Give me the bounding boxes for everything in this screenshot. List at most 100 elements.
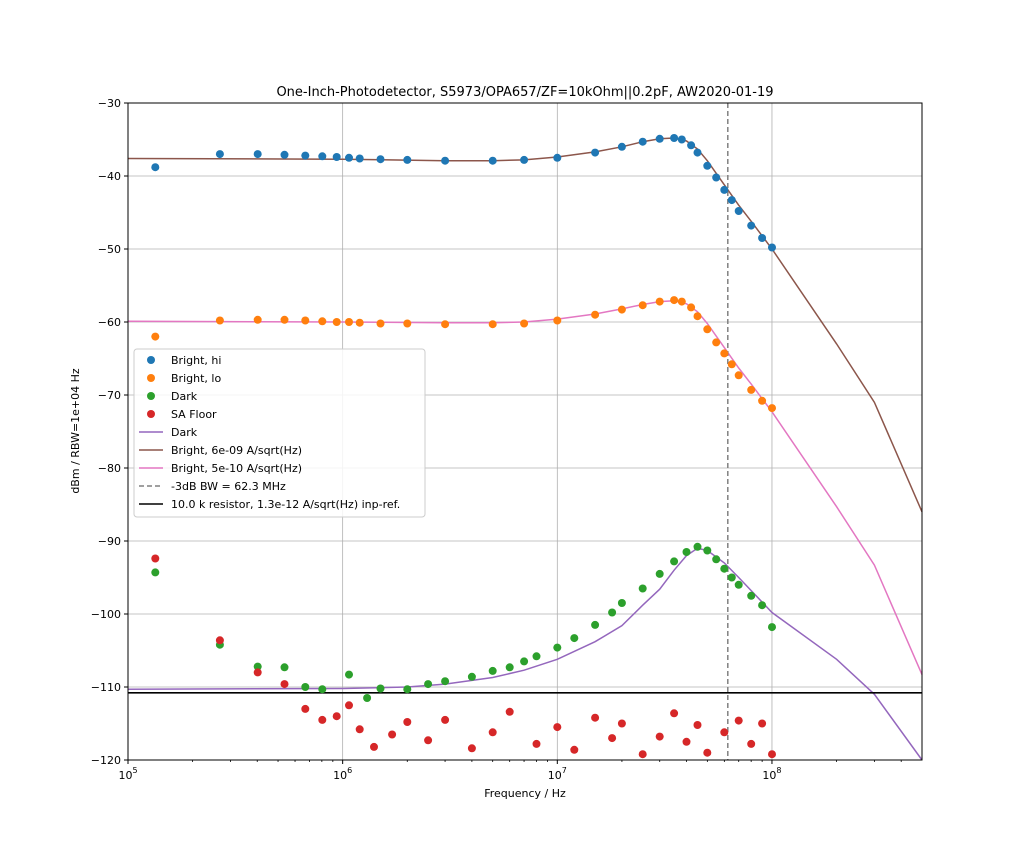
y-tick-label: −50 (98, 243, 121, 256)
dark-point (280, 663, 289, 672)
bright-hi-point (687, 141, 696, 150)
dark-point (376, 684, 385, 693)
bright-lo-point (638, 301, 647, 310)
dark-point (727, 573, 736, 582)
dark-point (532, 652, 541, 661)
dark-point (301, 683, 310, 691)
sa-floor-point (151, 554, 160, 563)
legend-label: Dark (171, 426, 198, 439)
dark-point (747, 591, 756, 600)
sa-floor-point (591, 713, 600, 722)
dark-point (520, 657, 529, 666)
bright-hi-point (332, 153, 341, 161)
legend-label: -3dB BW = 62.3 MHz (171, 480, 286, 493)
x-tick-label: 108 (762, 766, 781, 782)
legend-label: 10.0 k resistor, 1.3e-12 A/sqrt(Hz) inp-… (171, 498, 400, 511)
bright-lo-point (727, 360, 736, 369)
bright-lo-point (712, 338, 721, 347)
bright-lo-point (520, 319, 529, 328)
dark-point (505, 663, 514, 672)
dark-point (768, 623, 776, 632)
sa-floor-point (720, 728, 729, 737)
bright-lo-point (403, 319, 412, 328)
dark-point (488, 666, 497, 675)
bright-hi-point (520, 155, 529, 164)
bright-hi-point (617, 142, 626, 151)
legend-label: Bright, 6e-09 A/sqrt(Hz) (171, 444, 302, 457)
bright-hi-point (655, 134, 664, 143)
bright-lo-point (591, 310, 600, 319)
sa-floor-point (215, 636, 224, 645)
bright-hi-point (280, 150, 289, 159)
bright-hi-point (768, 243, 776, 252)
sa-floor-point (301, 704, 310, 713)
sa-floor-point (747, 739, 756, 748)
dark-point (638, 584, 647, 593)
dark-point (467, 672, 476, 681)
bright-lo-point (151, 332, 160, 341)
x-axis-title: Frequency / Hz (484, 787, 566, 800)
bright-lo-point (734, 371, 743, 380)
plot-frame (127, 102, 923, 761)
bright-lo-point (332, 318, 341, 326)
bright-lo-point (441, 320, 450, 329)
bright-hi-point (720, 185, 729, 194)
bright-hi-point (151, 163, 160, 172)
bright-hi-point (376, 155, 385, 164)
bright-lo-point (280, 315, 289, 324)
bright-hi-point (638, 137, 647, 146)
dark-point (318, 685, 327, 694)
sa-floor-point (403, 718, 412, 726)
bright-hi-point (591, 148, 600, 157)
bright-hi-point (403, 155, 412, 164)
bright-hi-point (215, 150, 224, 159)
sa-floor-point (768, 750, 776, 759)
x-tick-label-exponent: 6 (347, 766, 352, 775)
dark-point (441, 677, 450, 686)
bright-hi-point (734, 207, 743, 215)
sa-floor-point (608, 734, 617, 743)
bright-lo-point (720, 349, 729, 358)
legend-label: Dark (171, 390, 198, 403)
sa-floor-point (467, 744, 476, 753)
legend-label: SA Floor (171, 408, 217, 421)
x-tick-label-base: 10 (762, 769, 776, 782)
bright-lo-point (488, 320, 497, 329)
bright-hi-point (553, 153, 562, 162)
dark-point (734, 580, 743, 589)
dark-point (682, 548, 691, 556)
dark-point (253, 662, 262, 671)
dark-point (363, 694, 372, 702)
bright-lo-point (687, 303, 696, 312)
sa-floor-point (532, 739, 541, 748)
dark-point (693, 542, 702, 551)
dark-point (608, 608, 617, 617)
sa-floor-point (703, 748, 712, 757)
sa-floor-point (638, 750, 647, 759)
bright-hi-point (703, 161, 712, 170)
dark-point (570, 634, 579, 643)
x-tick-label-base: 10 (118, 769, 132, 782)
sa-floor-point (758, 719, 767, 728)
sa-floor-point (441, 715, 450, 724)
sa-floor-point (655, 732, 664, 741)
sa-floor-point (734, 716, 743, 725)
bright-lo-point (655, 297, 664, 306)
sa-floor-point (370, 742, 378, 751)
dark-point (345, 670, 353, 679)
x-tick-label-base: 10 (548, 769, 562, 782)
dark-point (703, 546, 712, 555)
bright-hi-point (355, 154, 364, 163)
sa-floor-point (253, 668, 262, 677)
sa-floor-point (355, 725, 364, 734)
sa-floor-point (488, 728, 497, 737)
sa-floor-point (388, 730, 397, 739)
y-tick-label: −90 (98, 535, 121, 548)
sa-floor-point (570, 745, 579, 754)
bright-hi-point (488, 156, 497, 165)
dark-point (758, 601, 767, 610)
bright-hi-point (758, 234, 767, 242)
y-tick-label: −80 (98, 462, 121, 475)
plot-marks (127, 103, 923, 761)
